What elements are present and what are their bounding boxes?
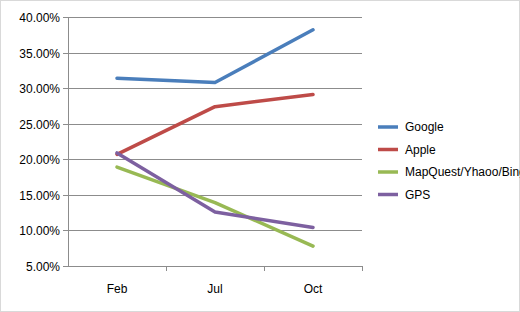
x-tick-label: Jul [207,282,222,296]
plot-area [117,30,313,246]
legend-swatch [378,170,398,174]
y-tick-label: 30.00% [19,82,60,96]
y-tick-label: 5.00% [26,260,60,274]
grid-line [68,17,362,18]
legend-label: MapQuest/Yhaoo/Bing [405,165,520,179]
tick-mark [63,17,68,18]
x-tick-label: Oct [304,282,323,296]
chart: 5.00% 10.00% 15.00% 20.00% 25.00% 30.00% 35.00… [0,0,520,312]
chart-border [1,1,520,312]
legend-swatch [378,125,398,129]
series-line [117,167,313,246]
grid-line [68,88,362,89]
y-tick-label: 35.00% [19,47,60,61]
grid-line [68,230,362,231]
y-tick-label: 10.00% [19,224,60,238]
y-axis [68,17,69,266]
tick-mark [63,53,68,54]
x-tick-mark [264,266,265,271]
grid-line [68,124,362,125]
y-tick-label: 20.00% [19,153,60,167]
tick-mark [63,124,68,125]
y-tick-label: 25.00% [19,118,60,132]
tick-mark [63,266,68,267]
y-tick-label: 40.00% [19,11,60,25]
legend: Google Apple MapQuest/Yhaoo/Bing GPS [378,120,520,202]
x-tick-label: Feb [107,282,128,296]
legend-swatch [378,193,398,197]
series-line [117,30,313,83]
tick-mark [63,195,68,196]
series-line [117,95,313,155]
tick-mark [63,230,68,231]
legend-label: Google [405,120,444,134]
grid-line [68,266,362,267]
grid-line [68,195,362,196]
tick-mark [63,159,68,160]
legend-label: Apple [405,143,436,157]
legend-swatch [378,148,398,152]
y-tick-label: 15.00% [19,189,60,203]
tick-mark [63,88,68,89]
legend-label: GPS [405,188,430,202]
x-tick-mark [166,266,167,271]
x-tick-mark [362,266,363,271]
grid-line [68,159,362,160]
grid-line [68,53,362,54]
series-line [117,153,313,228]
